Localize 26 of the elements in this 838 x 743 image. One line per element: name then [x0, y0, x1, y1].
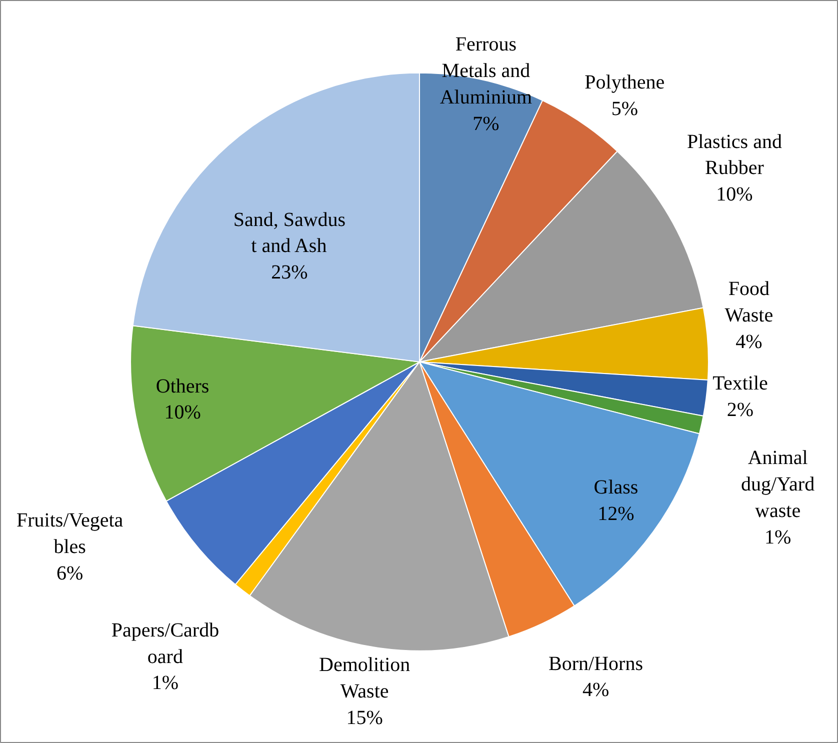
slice-label: Polythene: [584, 72, 665, 94]
slice-label: Textile: [712, 372, 768, 394]
data-label: 10%: [716, 184, 753, 206]
data-label: 4%: [736, 331, 762, 354]
slice-label: Plastics and Rubber: [686, 130, 782, 180]
data-label: 5%: [611, 98, 638, 120]
data-label: 10%: [164, 402, 201, 424]
slice-label: Glass: [594, 476, 638, 498]
slice-label: Born/Horns: [548, 652, 644, 675]
slice-label: Papers/Cardb oard: [111, 619, 220, 668]
slice-label: Animal dug/Yard waste: [741, 447, 815, 522]
data-label: 23%: [271, 262, 308, 284]
data-label: 12%: [598, 502, 634, 525]
slice-label: Food Waste: [724, 278, 774, 327]
data-label: 4%: [582, 679, 610, 702]
slice-label: Demolition Waste: [319, 654, 410, 702]
slice-label: Sand, Sawdus t and Ash: [233, 208, 346, 258]
data-label: 6%: [56, 562, 84, 584]
data-label: 15%: [346, 706, 383, 729]
slice-label: Fruits/Vegeta bles: [16, 510, 124, 558]
slice-label: Others: [156, 375, 210, 398]
slice-label: Ferrous Metals and Aluminium: [440, 34, 533, 109]
data-label: 1%: [764, 526, 792, 548]
data-label: 1%: [152, 672, 179, 694]
data-label: 7%: [472, 112, 500, 135]
data-label: 2%: [726, 398, 754, 421]
